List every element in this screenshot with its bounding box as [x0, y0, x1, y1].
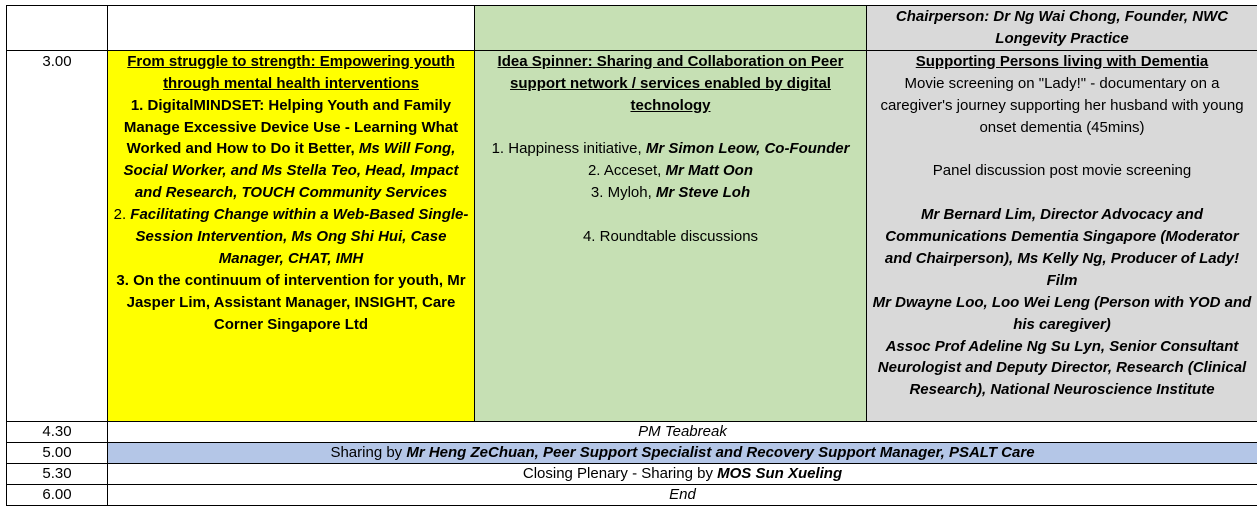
youth-session-title: From struggle to strength: Empowering yo…: [127, 52, 455, 92]
youth-item2-text: Facilitating Change within a Web-Based S…: [130, 206, 469, 267]
dementia-description: Movie screening on "Lady!" - documentary…: [880, 74, 1244, 136]
youth-item2-number: 2.: [113, 206, 127, 224]
time-cell-5-00: 5.00: [6, 441, 108, 464]
closing-cell: Closing Plenary - Sharing by MOS Sun Xue…: [107, 462, 1257, 485]
header-time-cell: [6, 5, 108, 51]
time-label: 6.00: [42, 485, 72, 503]
idea-item4: 4. Roundtable discussions: [582, 228, 759, 246]
idea-spinner-title: Idea Spinner: Sharing and Collaboration …: [497, 52, 844, 114]
youth-item3-text: 3. On the continuum of intervention for …: [116, 271, 466, 333]
closing-speaker: MOS Sun Xueling: [717, 464, 843, 482]
idea-item3-label: 3. Myloh,: [590, 184, 652, 202]
main-session-row: 3.00 From struggle to strength: Empoweri…: [6, 49, 1257, 422]
time-label: 3.00: [42, 52, 72, 70]
dementia-session-cell: Supporting Persons living with Dementia …: [866, 49, 1257, 422]
chairperson-cell: Chairperson: Dr Ng Wai Chong, Founder, N…: [866, 5, 1257, 51]
time-label: 5.30: [42, 464, 72, 482]
time-cell-6-00: 6.00: [6, 483, 108, 506]
youth-item1-title: 1. DigitalMINDSET: Helping Youth and Fam…: [123, 96, 459, 158]
sharing-cell: Sharing by Mr Heng ZeChuan, Peer Support…: [107, 441, 1257, 464]
header-col2-cell: [474, 5, 867, 51]
idea-item1-speaker: Mr Simon Leow, Co-Founder: [645, 140, 850, 158]
panelist-group-1: Mr Bernard Lim, Director Advocacy and Co…: [884, 206, 1240, 289]
time-label: 4.30: [42, 422, 72, 440]
idea-item1-label: 1. Happiness initiative,: [491, 140, 642, 158]
panelist-group-2: Mr Dwayne Loo, Loo Wei Leng (Person with…: [872, 293, 1252, 333]
time-cell-4-30: 4.30: [6, 420, 108, 443]
closing-prefix: Closing Plenary - Sharing by: [522, 464, 718, 482]
youth-session-cell: From struggle to strength: Empowering yo…: [107, 49, 475, 422]
teabreak-text: PM Teabreak: [638, 422, 727, 440]
end-text: End: [669, 485, 696, 503]
sharing-speaker: Mr Heng ZeChuan, Peer Support Specialist…: [406, 443, 1035, 461]
time-cell-3-00: 3.00: [6, 49, 108, 422]
header-row: Chairperson: Dr Ng Wai Chong, Founder, N…: [6, 5, 1257, 51]
closing-row: 5.30 Closing Plenary - Sharing by MOS Su…: [6, 462, 1257, 485]
header-col1-cell: [107, 5, 475, 51]
idea-item3-speaker: Mr Steve Loh: [655, 184, 751, 202]
teabreak-cell: PM Teabreak: [107, 420, 1257, 443]
time-label: 5.00: [42, 443, 72, 461]
programme-table: Chairperson: Dr Ng Wai Chong, Founder, N…: [6, 5, 1257, 506]
idea-item2-label: 2. Acceset,: [587, 162, 662, 180]
end-cell: End: [107, 483, 1257, 506]
dementia-session-title: Supporting Persons living with Dementia: [915, 52, 1209, 70]
time-cell-5-30: 5.30: [6, 462, 108, 485]
panel-discussion-label: Panel discussion post movie screening: [932, 162, 1192, 180]
teabreak-row: 4.30 PM Teabreak: [6, 420, 1257, 443]
chairperson-text: Chairperson: Dr Ng Wai Chong, Founder, N…: [895, 8, 1229, 47]
sharing-prefix: Sharing by: [330, 443, 407, 461]
panelist-group-3: Assoc Prof Adeline Ng Su Lyn, Senior Con…: [877, 337, 1247, 399]
sharing-row: 5.00 Sharing by Mr Heng ZeChuan, Peer Su…: [6, 441, 1257, 464]
idea-item2-speaker: Mr Matt Oon: [665, 162, 754, 180]
youth-item1-speakers: Ms Will Fong, Social Worker, and Ms Stel…: [123, 140, 459, 202]
idea-spinner-cell: Idea Spinner: Sharing and Collaboration …: [474, 49, 867, 422]
end-row: 6.00 End: [6, 483, 1257, 506]
